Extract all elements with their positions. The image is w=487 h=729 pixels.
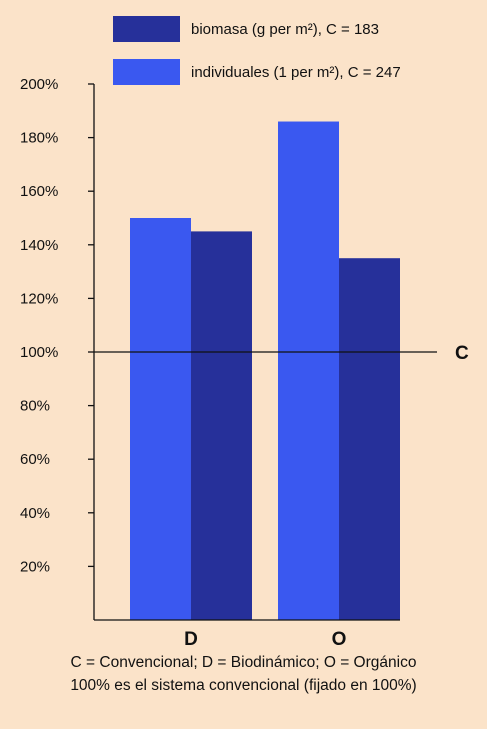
footnote-legend-key: C = Convencional; D = Biodinámico; O = O… bbox=[70, 654, 417, 671]
y-axis: 20% 40% 60% 80% 100% 120% 140% 160% 180% 200% bbox=[20, 76, 400, 621]
y-tick-label-160: 160% bbox=[20, 183, 58, 200]
y-tick-label-20: 20% bbox=[20, 558, 50, 575]
y-tick-label-120: 120% bbox=[20, 290, 58, 307]
category-label-d: D bbox=[184, 629, 198, 650]
y-tick-label-140: 140% bbox=[20, 237, 58, 254]
reference-line-group: C bbox=[94, 343, 469, 364]
legend-swatch-0 bbox=[113, 16, 180, 42]
legend: biomasa (g per m²), C = 183 individuales … bbox=[113, 16, 401, 85]
reference-line-label: C bbox=[455, 343, 469, 364]
bar-d-series-1 bbox=[191, 231, 252, 620]
y-tick-label-200: 200% bbox=[20, 76, 58, 93]
y-tick-label-180: 180% bbox=[20, 130, 58, 147]
bar-o-series-0 bbox=[278, 121, 339, 621]
legend-label-0: biomasa (g per m²), C = 183 bbox=[191, 21, 379, 38]
bar-d-series-0 bbox=[130, 218, 191, 620]
legend-swatch-1 bbox=[113, 59, 180, 85]
y-tick-label-40: 40% bbox=[20, 505, 50, 522]
footnote-baseline-note: 100% es el sistema convencional (fijado … bbox=[70, 677, 417, 694]
y-tick-label-100: 100% bbox=[20, 344, 58, 361]
category-label-o: O bbox=[332, 629, 347, 650]
bars-group bbox=[130, 121, 400, 621]
y-tick-label-80: 80% bbox=[20, 398, 50, 415]
legend-label-1: individuales (1 per m²), C = 247 bbox=[191, 64, 401, 81]
y-tick-label-60: 60% bbox=[20, 451, 50, 468]
bar-o-series-1 bbox=[339, 258, 400, 620]
